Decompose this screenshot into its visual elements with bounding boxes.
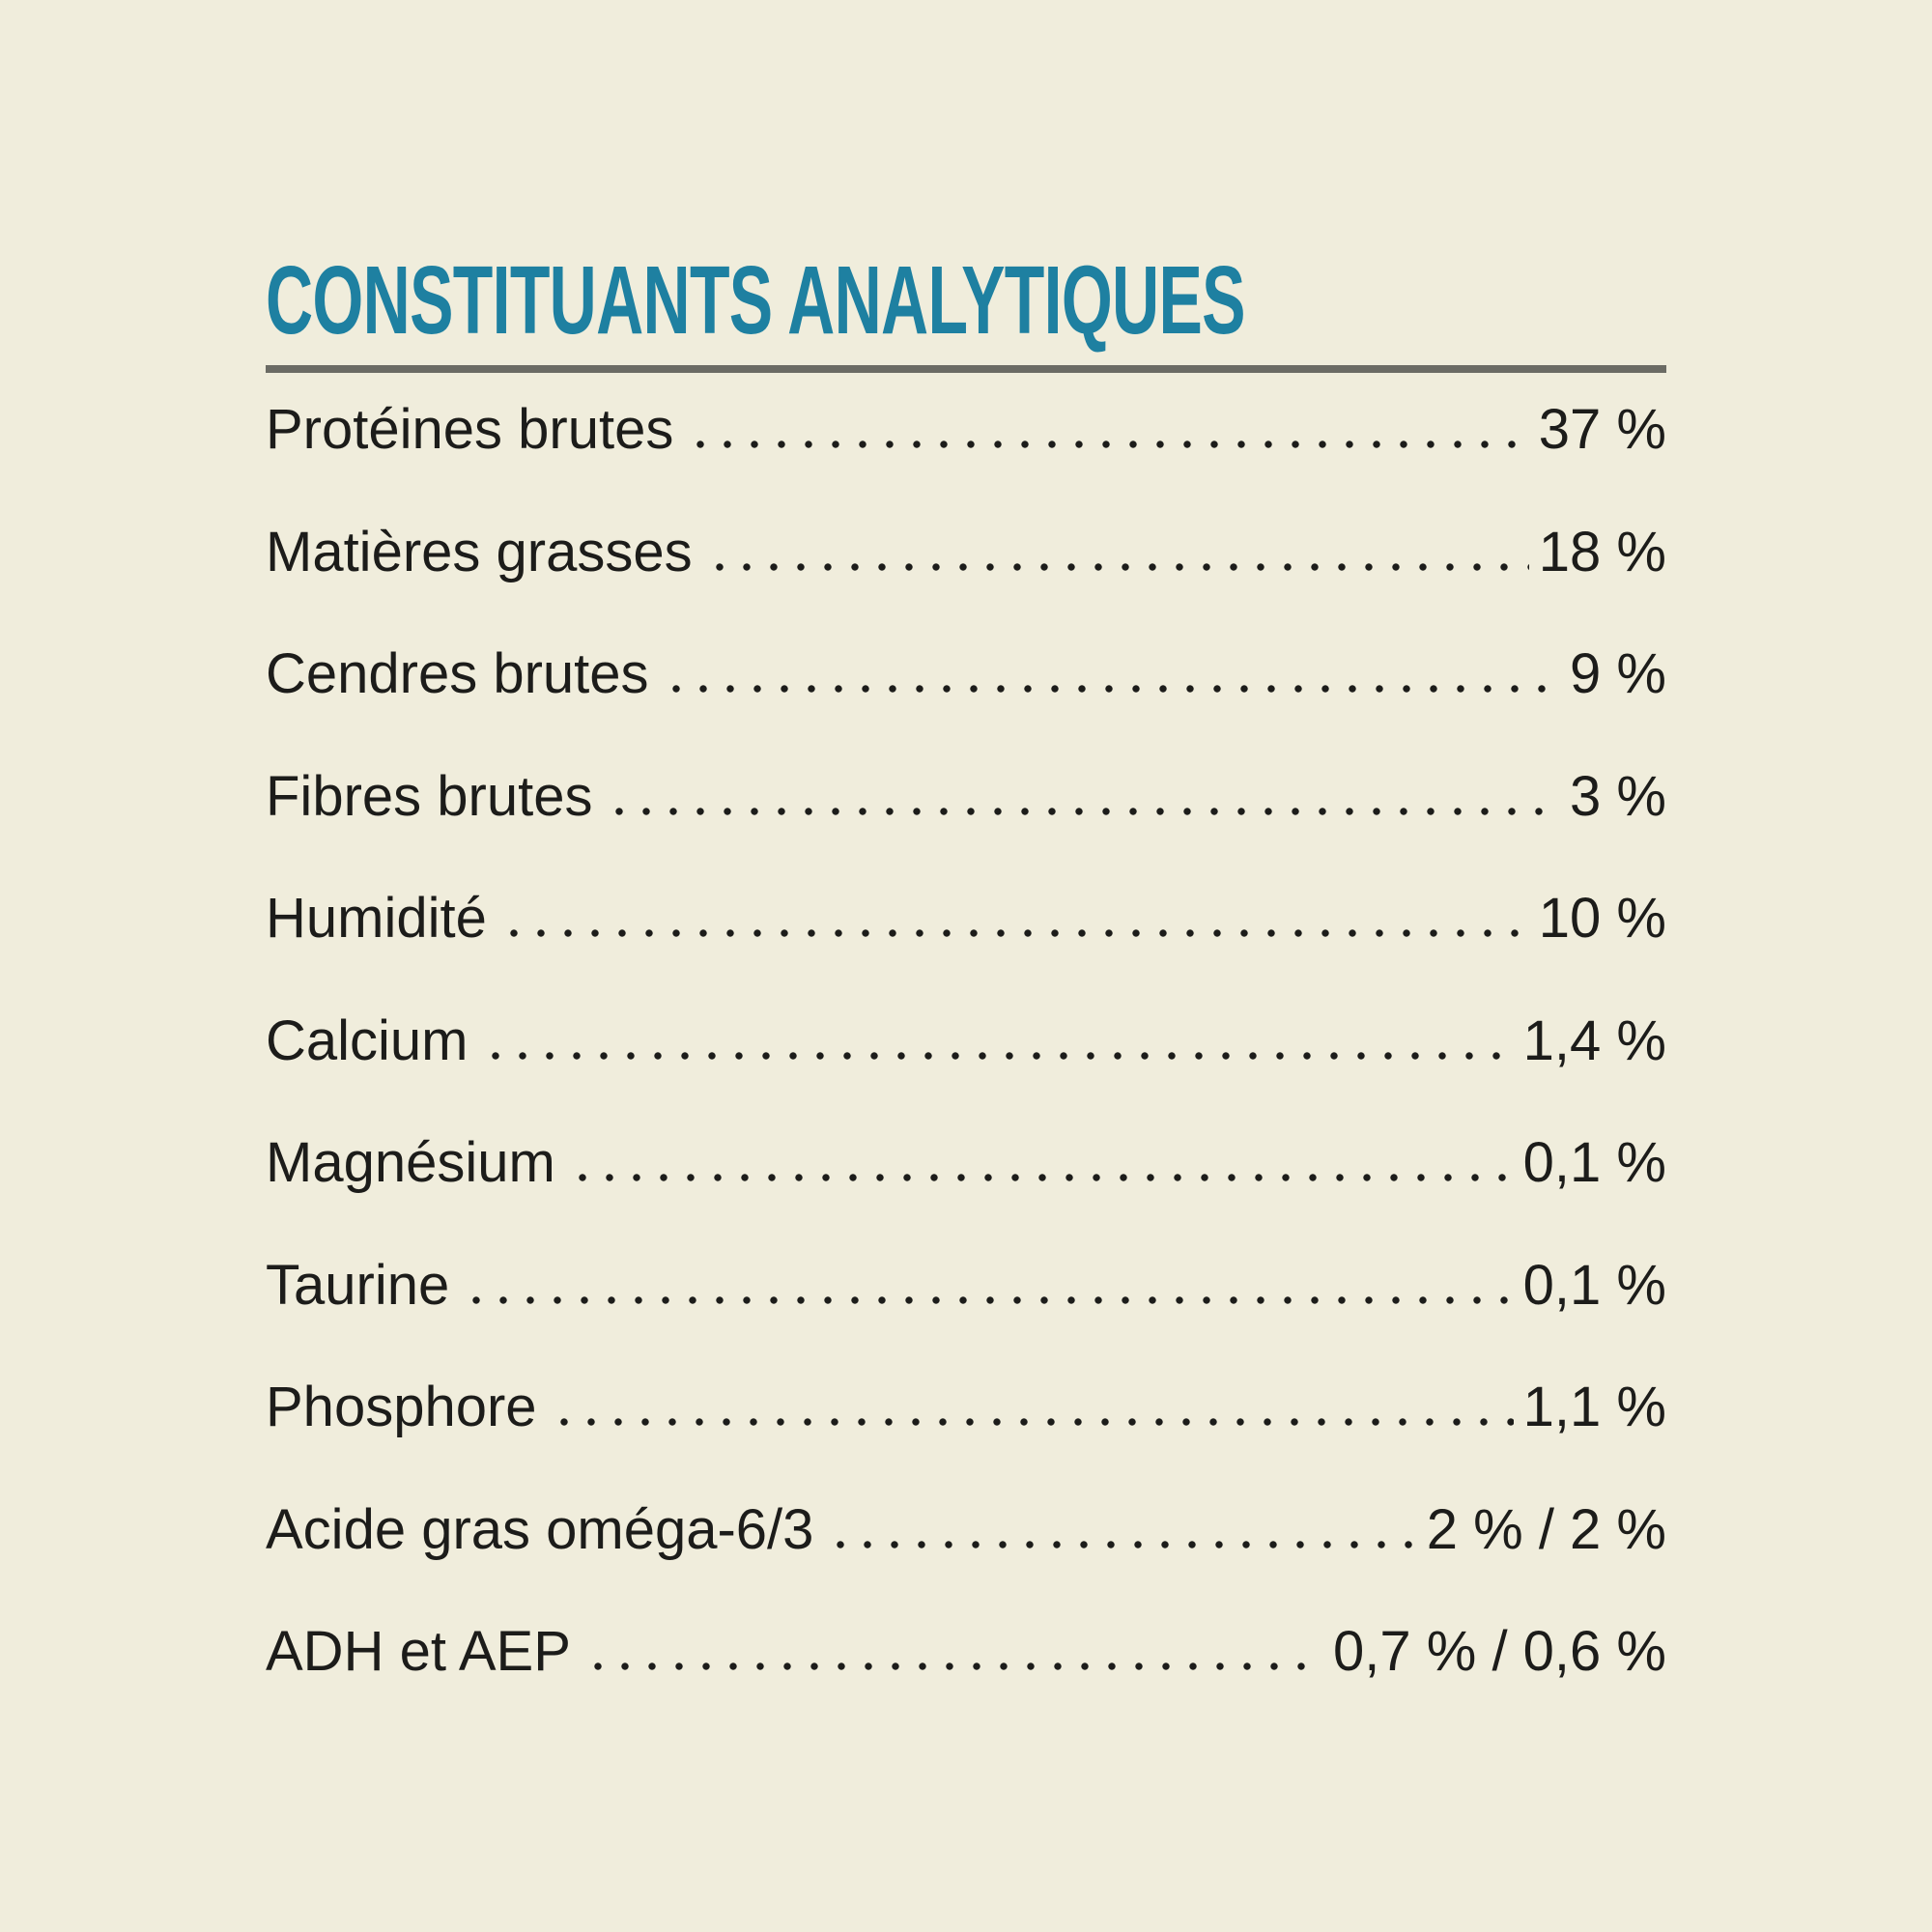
- constituent-value: 3 %: [1570, 764, 1666, 828]
- constituent-label: Cendres brutes: [266, 642, 649, 705]
- dot-leader: [481, 1051, 1514, 1060]
- constituent-row: Calcium 1,4 %: [266, 984, 1666, 1107]
- constituent-label: Protéines brutes: [266, 398, 674, 461]
- dot-leader: [568, 1174, 1514, 1181]
- constituent-row: Humidité 10 %: [266, 862, 1666, 984]
- constituent-label: Magnésium: [266, 1131, 555, 1194]
- dot-leader: [687, 440, 1529, 448]
- constituent-row: Cendres brutes 9 %: [266, 617, 1666, 740]
- constituent-row: Taurine 0,1 %: [266, 1229, 1666, 1351]
- section-heading: CONSTITUANTS ANALYTIQUES: [266, 246, 1245, 355]
- constituent-value: 2 % / 2 %: [1426, 1497, 1666, 1561]
- constituent-row: Matières grasses 18 %: [266, 496, 1666, 618]
- constituent-label: Matières grasses: [266, 520, 693, 583]
- constituent-label: Calcium: [266, 1009, 469, 1072]
- constituent-row: ADH et AEP 0,7 % / 0,6 %: [266, 1595, 1666, 1718]
- constituent-value: 0,7 % / 0,6 %: [1333, 1620, 1666, 1683]
- constituent-value: 1,4 %: [1522, 1009, 1666, 1072]
- constituent-value: 0,1 %: [1522, 1131, 1666, 1194]
- constituent-label: Humidité: [266, 887, 487, 950]
- analytical-constituents-list: Protéines brutes 37 % Matières grasses 1…: [266, 373, 1666, 1718]
- constituent-value: 1,1 %: [1522, 1376, 1666, 1438]
- constituent-value: 37 %: [1538, 398, 1666, 461]
- constituent-value: 9 %: [1570, 642, 1666, 705]
- constituent-row: Protéines brutes 37 %: [266, 373, 1666, 496]
- constituent-label: Taurine: [266, 1253, 450, 1317]
- dot-leader: [662, 685, 1561, 693]
- heading-divider-rule: [266, 365, 1666, 373]
- dot-leader: [499, 929, 1529, 937]
- dot-leader: [606, 807, 1561, 815]
- constituent-row: Phosphore 1,1 %: [266, 1350, 1666, 1473]
- constituent-row: Magnésium 0,1 %: [266, 1106, 1666, 1229]
- constituent-row: Fibres brutes 3 %: [266, 740, 1666, 863]
- constituent-label: Phosphore: [266, 1376, 537, 1438]
- dot-leader: [550, 1418, 1514, 1426]
- constituent-value: 18 %: [1538, 520, 1666, 583]
- constituent-label: ADH et AEP: [266, 1620, 571, 1683]
- dot-leader: [827, 1540, 1417, 1548]
- constituent-label: Acide gras oméga-6/3: [266, 1497, 814, 1561]
- dot-leader: [705, 562, 1529, 571]
- constituent-label: Fibres brutes: [266, 764, 593, 828]
- dot-leader: [463, 1295, 1514, 1304]
- dot-leader: [583, 1662, 1324, 1670]
- constituent-value: 10 %: [1538, 887, 1666, 950]
- constituent-value: 0,1 %: [1522, 1253, 1666, 1317]
- constituent-row: Acide gras oméga-6/3 2 % / 2 %: [266, 1473, 1666, 1596]
